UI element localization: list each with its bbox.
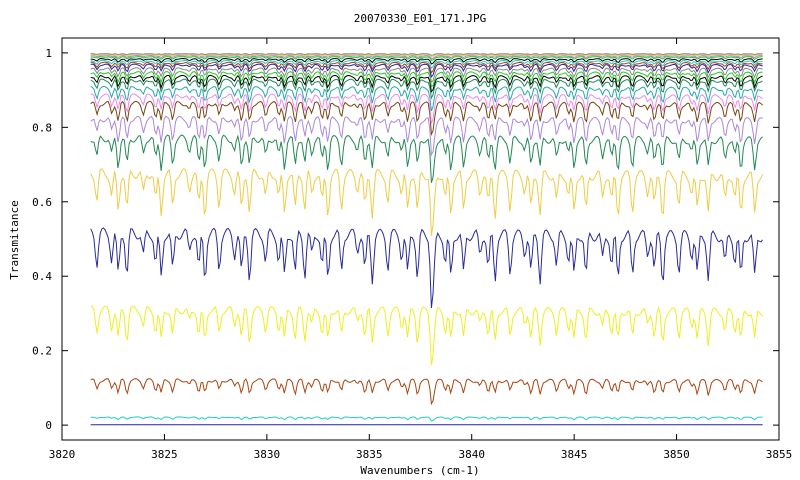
series-line [90,54,763,60]
y-axis-title: Transmitance [8,200,21,279]
series-line [90,227,763,309]
series-line [90,100,763,137]
series-line [90,53,763,56]
y-axis-ticks: 0 0.2 0.4 0.6 0.8 1 [32,47,779,432]
series-line [90,63,763,78]
series-line [90,305,763,366]
series-line [90,85,763,112]
plot-frame [61,37,780,441]
y-tick-label: 0.8 [32,121,52,134]
series-line [90,378,763,406]
y-tick-label: 0.4 [32,270,52,283]
y-tick-label: 0.2 [32,345,52,358]
series-line [90,134,763,183]
series-line [90,71,763,88]
series-line [90,59,763,69]
series-line [90,416,763,422]
series-line [90,53,763,58]
series-line [90,67,763,83]
x-tick-label: 3840 [458,448,485,461]
x-axis-ticks: 3820 3825 3830 3835 3840 3845 3850 3855 [49,38,793,461]
series-line [90,57,763,65]
chart-title: 20070330_E01_171.JPG [354,12,486,25]
y-tick-label: 0 [45,419,52,432]
series-line [90,78,763,100]
series-line [90,93,763,124]
x-tick-label: 3835 [356,448,383,461]
series-line [90,61,763,74]
series-layer [90,53,764,426]
x-axis-title: Wavenumbers (cm-1) [360,464,479,477]
series-line [90,168,764,236]
series-line [90,115,763,157]
series-line [90,74,763,94]
x-tick-label: 3845 [561,448,588,461]
x-tick-label: 3820 [49,448,76,461]
x-tick-label: 3830 [254,448,281,461]
y-tick-label: 1 [45,47,52,60]
series-line [90,56,763,61]
x-tick-label: 3850 [663,448,690,461]
x-tick-label: 3825 [151,448,178,461]
x-tick-label: 3855 [766,448,793,461]
y-tick-label: 0.6 [32,196,52,209]
